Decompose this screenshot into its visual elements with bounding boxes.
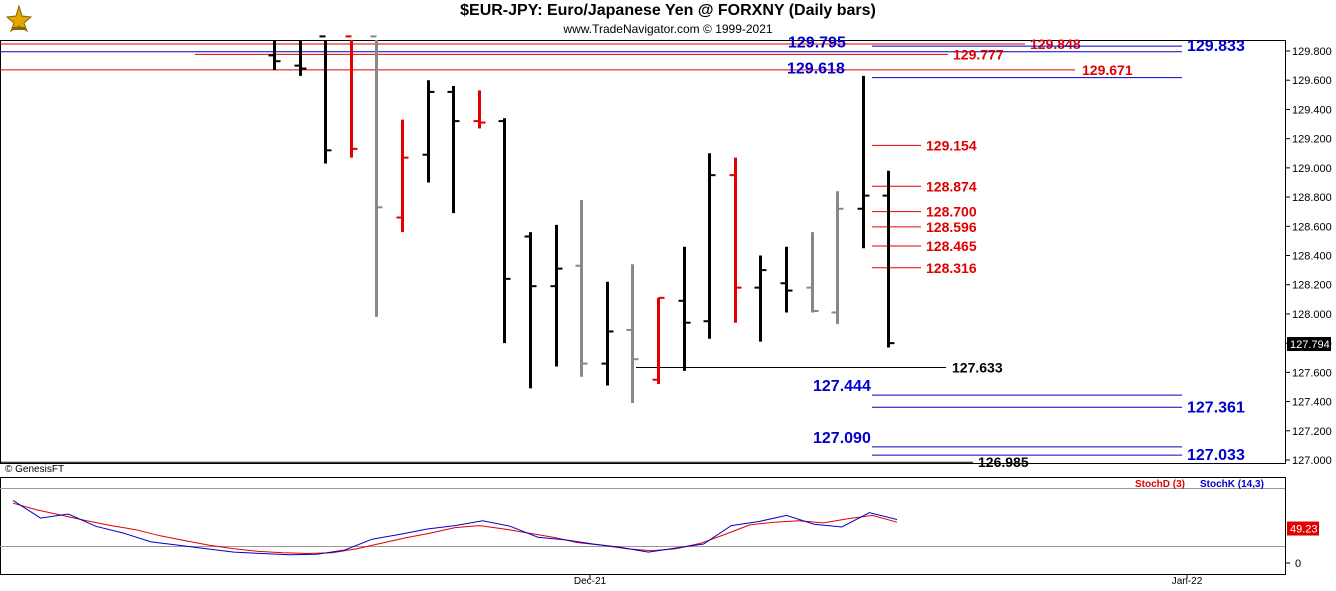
level-label: 127.633	[952, 360, 1003, 376]
ohlc-bar	[626, 264, 639, 404]
main-panel-frame	[0, 40, 1286, 464]
ohlc-bar	[754, 255, 767, 342]
stoch-line-d	[12, 502, 898, 555]
ohlc-bar	[729, 157, 742, 323]
level-label: 129.154	[926, 137, 977, 153]
ohlc-bar	[780, 246, 793, 313]
ohlc-bar	[831, 191, 844, 325]
credit-label: © GenesisFT	[5, 464, 64, 475]
level-label: 129.671	[1082, 62, 1133, 78]
stochastic-panel: StochD (3) StochK (14,3) 0 49.23	[12, 479, 1319, 570]
ohlc-bar	[652, 296, 665, 385]
ohlc-bar	[806, 232, 819, 313]
level-label: 129.777	[953, 46, 1004, 62]
stoch-last-label: 49.23	[1290, 524, 1318, 536]
price-tick-label: 128.800	[1292, 192, 1332, 204]
price-tick-label: 127.400	[1292, 397, 1332, 409]
price-tick-label: 128.000	[1292, 309, 1332, 321]
level-label: 127.361	[1187, 399, 1245, 416]
ohlc-bar	[882, 170, 895, 348]
ohlc-bar	[601, 281, 614, 386]
level-label: 127.033	[1187, 447, 1245, 464]
price-tick-label: 128.400	[1292, 251, 1332, 263]
ohlc-bar	[575, 199, 588, 377]
price-tick-label: 128.200	[1292, 280, 1332, 292]
price-tick-label: 127.000	[1292, 455, 1332, 467]
legend-stochd: StochD (3)	[1135, 479, 1185, 490]
ohlc-bar	[268, 40, 281, 70]
ohlc-bar	[447, 86, 460, 214]
legend-stochk: StochK (14,3)	[1200, 479, 1264, 490]
ohlc-bars	[268, 35, 895, 404]
level-label: 126.985	[978, 454, 1029, 470]
stoch-panel-frame	[0, 477, 1286, 575]
price-tick-label: 129.000	[1292, 163, 1332, 175]
level-label: 128.316	[926, 260, 977, 276]
ohlc-bar	[857, 75, 870, 249]
level-label: 128.465	[926, 238, 977, 254]
price-tick-label: 128.600	[1292, 221, 1332, 233]
stoch-tick-label: 0	[1295, 558, 1301, 570]
last-price-box	[1287, 337, 1331, 352]
level-label: 129.618	[787, 61, 845, 78]
ohlc-bar	[294, 40, 307, 76]
level-label: 129.795	[788, 35, 846, 52]
stoch-line-k	[12, 499, 898, 556]
last-price-label: 127.794	[1290, 339, 1330, 351]
ohlc-bar	[319, 35, 332, 164]
level-label: 129.848	[1030, 36, 1081, 52]
price-tick-label: 127.200	[1292, 426, 1332, 438]
date-label: Jan-22	[1172, 576, 1203, 587]
stoch-last-box	[1287, 521, 1319, 536]
ohlc-bar	[473, 90, 486, 129]
price-tick-label: 129.600	[1292, 75, 1332, 87]
ohlc-bar	[345, 35, 358, 158]
date-label: Dec-21	[574, 576, 607, 587]
genesis-logo-icon	[4, 3, 34, 38]
price-tick-label: 129.800	[1292, 46, 1332, 58]
level-label: 128.700	[926, 204, 977, 220]
ohlc-bar	[524, 232, 537, 389]
price-tick-label: 129.400	[1292, 104, 1332, 116]
level-label: 127.090	[813, 430, 871, 447]
level-label: 127.444	[813, 378, 871, 395]
level-label: 129.833	[1187, 38, 1245, 55]
ohlc-bar	[498, 118, 511, 344]
ohlc-bar	[550, 224, 563, 367]
price-tick-label: 127.600	[1292, 367, 1332, 379]
chart-frames	[0, 40, 1286, 575]
price-levels: 129.848 129.833 129.795 129.777 129.671 129.6…	[0, 35, 1245, 470]
ohlc-bar	[422, 80, 435, 183]
chart-subtitle: www.TradeNavigator.com © 1999-2021	[563, 22, 773, 36]
chart-title: $EUR-JPY: Euro/Japanese Yen @ FORXNY (Da…	[460, 2, 876, 19]
price-tick-label: 129.200	[1292, 134, 1332, 146]
ohlc-bar	[703, 153, 716, 339]
ohlc-bar	[370, 35, 383, 317]
ohlc-bar	[678, 246, 691, 371]
level-label: 128.596	[926, 219, 977, 235]
level-label: 128.874	[926, 178, 977, 194]
ohlc-bar	[396, 119, 409, 233]
price-axis: 129.800 129.600 129.400 129.200 129.000 128.8…	[574, 46, 1332, 587]
